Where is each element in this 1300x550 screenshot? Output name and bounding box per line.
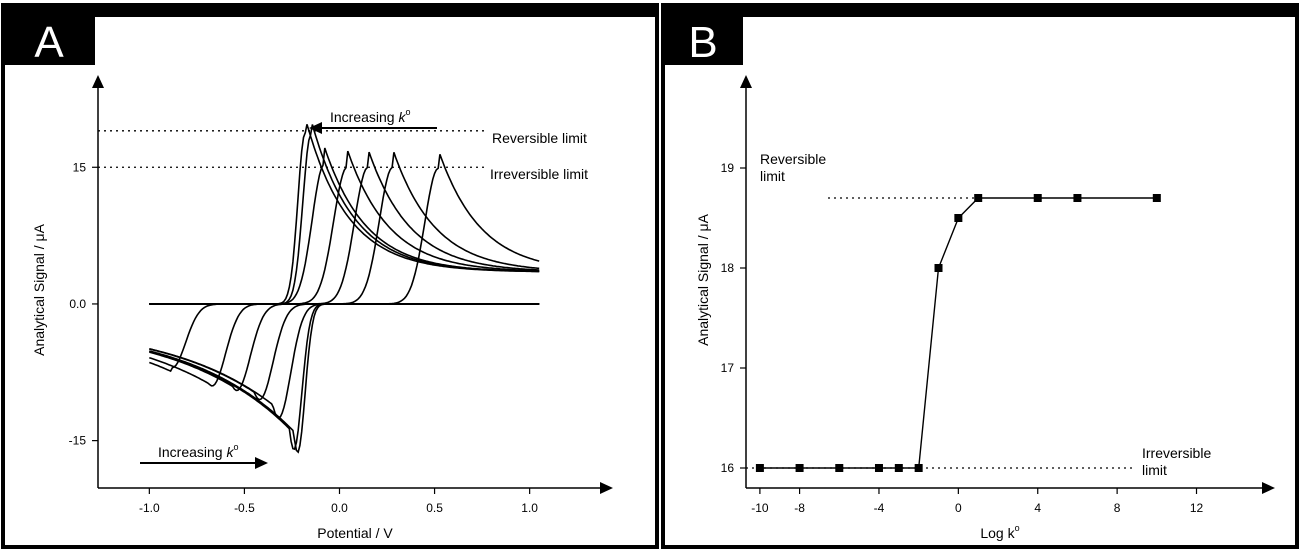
panel-b-x-tick-label: -4 <box>874 501 885 515</box>
panel-a-curves <box>149 124 540 454</box>
panel-a-x-tick-label: 1.0 <box>521 501 538 515</box>
panel-b-x-tick-label: 0 <box>955 501 962 515</box>
panel-b-ref-label-reversible: Reversible limit <box>760 151 826 184</box>
panel-a-ref-label-irreversible: Irreversible limit <box>490 166 588 182</box>
annotation-increasing-k-top: Increasing ko <box>309 107 437 134</box>
panel-b-data-point <box>1073 194 1082 202</box>
panel-b-y-axis-arrow <box>740 75 752 88</box>
panel-a-y-axis-arrow <box>92 75 104 88</box>
panel-b-x-tick-label: 4 <box>1034 501 1041 515</box>
panel-a-x-axis-label: Potential / V <box>317 525 393 541</box>
panel-b-data-point <box>914 464 923 472</box>
panel-b-series <box>755 194 1161 472</box>
panel-a-axes <box>92 75 613 494</box>
panel-a-x-tick-label: -0.5 <box>234 501 255 515</box>
panel-a-label-box <box>3 5 95 65</box>
panel-b-data-point <box>874 464 883 472</box>
panel-b-x-tick-label: -8 <box>794 501 805 515</box>
panel-a-x-tick-label: 0.0 <box>331 501 348 515</box>
panel-b-y-tick-label: 17 <box>721 361 735 375</box>
panel-b-y-tick-label: 18 <box>721 261 735 275</box>
panel-a-y-axis-label: Analytical Signal / μA <box>31 223 47 355</box>
annotation-arrow-left-head <box>309 122 322 134</box>
panel-b-x-axis-arrow <box>1262 482 1275 494</box>
panel-a: A -1.0 -0.5 0.0 0.5 1.0 -15 0.0 15 Potential /… <box>1 3 659 549</box>
panel-a-x-ticks: -1.0 -0.5 0.0 0.5 1.0 <box>139 488 538 515</box>
panel-a-ref-label-reversible: Reversible limit <box>492 130 587 146</box>
panel-b-reference-lines <box>746 197 1135 469</box>
annotation-increasing-k-bottom-text: Increasing ko <box>158 442 239 460</box>
panel-b-header-bar <box>663 5 1297 17</box>
panel-b-label-box <box>663 5 743 65</box>
panel-a-y-tick-label: 15 <box>73 160 87 174</box>
panel-b-x-tick-label: 12 <box>1190 501 1204 515</box>
panel-a-y-ticks: -15 0.0 15 <box>69 160 98 448</box>
panel-b-x-ticks: -10 -8 -4 0 4 8 12 <box>751 488 1204 515</box>
panel-b-label: B <box>688 18 717 67</box>
panel-b-data-point <box>755 464 764 472</box>
annotation-arrow-right-head <box>255 457 268 469</box>
panel-a-x-tick-label: 0.5 <box>426 501 443 515</box>
annotation-increasing-k-top-text: Increasing ko <box>330 107 411 125</box>
panel-b-data-point <box>795 464 804 472</box>
panel-b-data-point <box>954 214 963 222</box>
panel-b-x-axis-label: Log ko <box>980 523 1019 541</box>
panel-b-y-ticks: 16 17 18 19 <box>721 161 746 475</box>
panel-b-x-tick-label: -10 <box>751 501 769 515</box>
panel-a-curve-reverse-6 <box>149 303 540 373</box>
panel-a-x-tick-label: -1.0 <box>139 501 160 515</box>
panel-b-data-point <box>1152 194 1161 202</box>
panel-b: B -10 -8 -4 0 4 8 12 16 17 18 19 Log ko Analytica… <box>661 3 1299 549</box>
panel-b-y-tick-label: 19 <box>721 161 735 175</box>
panel-b-ref-label-irreversible: Irreversible limit <box>1142 445 1211 478</box>
annotation-increasing-k-bottom: Increasing ko <box>140 442 268 469</box>
panel-b-data-point <box>934 264 943 272</box>
panel-b-data-point <box>1033 194 1042 202</box>
panel-a-y-tick-label: -15 <box>69 434 87 448</box>
panel-b-data-point <box>835 464 844 472</box>
panel-a-header-bar <box>3 5 657 17</box>
panel-b-y-axis-label: Analytical Signal / μA <box>695 213 711 345</box>
panel-a-reference-lines <box>98 130 485 168</box>
panel-b-x-tick-label: 8 <box>1114 501 1121 515</box>
panel-b-data-point <box>974 194 983 202</box>
panel-b-series-line <box>759 197 1157 469</box>
panel-a-x-axis-arrow <box>600 482 613 494</box>
panel-b-data-point <box>894 464 903 472</box>
panel-b-axes <box>740 75 1275 494</box>
panel-a-label: A <box>34 18 64 67</box>
panel-a-y-tick-label: 0.0 <box>69 297 86 311</box>
panel-b-y-tick-label: 16 <box>721 461 735 475</box>
